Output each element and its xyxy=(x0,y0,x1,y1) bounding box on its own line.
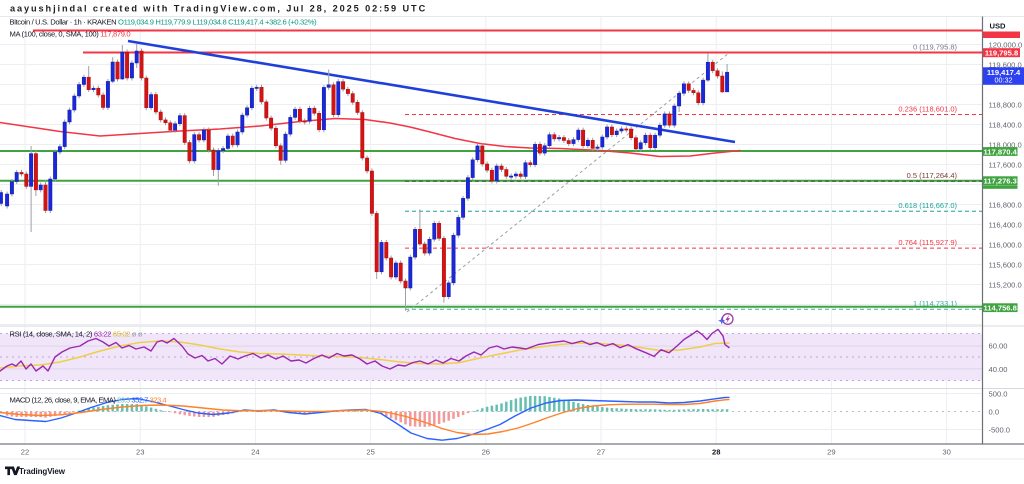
svg-text:-500.0: -500.0 xyxy=(989,425,1011,434)
svg-text:28: 28 xyxy=(712,448,720,457)
svg-text:Bitcoin / U.S. Dollar · 1h · K: Bitcoin / U.S. Dollar · 1h · KRAKEN O119… xyxy=(10,18,318,27)
svg-text:26: 26 xyxy=(482,448,490,457)
svg-text:115,600.0: 115,600.0 xyxy=(989,260,1022,269)
svg-text:114,756.8: 114,756.8 xyxy=(984,304,1017,313)
svg-text:23: 23 xyxy=(136,448,144,457)
svg-text:117,600.0: 117,600.0 xyxy=(989,160,1022,169)
svg-text:116,800.0: 116,800.0 xyxy=(989,200,1022,209)
svg-text:27: 27 xyxy=(597,448,605,457)
svg-text:118,400.0: 118,400.0 xyxy=(989,120,1022,129)
svg-text:120,000.0: 120,000.0 xyxy=(989,40,1023,49)
svg-text:MA (100, close, 0, SMA, 100) 1: MA (100, close, 0, SMA, 100) 117,879.0 xyxy=(10,30,131,39)
svg-text:0.236 (118,601.0): 0.236 (118,601.0) xyxy=(898,104,957,113)
svg-text:116,400.0: 116,400.0 xyxy=(989,220,1022,229)
svg-text:118,000.0: 118,000.0 xyxy=(989,140,1022,149)
svg-text:00:32: 00:32 xyxy=(995,76,1013,85)
svg-text:0.618 (116,667.0): 0.618 (116,667.0) xyxy=(898,201,957,210)
svg-text:118,800.0: 118,800.0 xyxy=(989,100,1022,109)
svg-text:MACD (12, 26, close, 9, EMA, E: MACD (12, 26, close, 9, EMA, EMA) 29.3 3… xyxy=(10,396,167,405)
svg-text:119,417.4: 119,417.4 xyxy=(987,68,1021,77)
svg-text:0.0: 0.0 xyxy=(989,407,1000,416)
svg-text:TradingView: TradingView xyxy=(19,467,66,476)
svg-text:116,000.0: 116,000.0 xyxy=(989,240,1022,249)
svg-text:30: 30 xyxy=(942,448,950,457)
svg-text:0.5 (117,264.4): 0.5 (117,264.4) xyxy=(907,171,958,180)
svg-text:117,276.3: 117,276.3 xyxy=(984,177,1017,186)
svg-text:aayushjindal created with Trad: aayushjindal created with TradingView.co… xyxy=(10,4,427,14)
svg-text:115,200.0: 115,200.0 xyxy=(989,280,1022,289)
svg-text:40.00: 40.00 xyxy=(989,365,1008,374)
svg-text:119,600.0: 119,600.0 xyxy=(989,60,1022,69)
svg-text:1 (114,733.1): 1 (114,733.1) xyxy=(913,299,958,308)
svg-text:24: 24 xyxy=(251,448,259,457)
svg-text:60.00: 60.00 xyxy=(989,342,1008,351)
svg-text:119,795.8: 119,795.8 xyxy=(985,49,1018,58)
svg-text:500.0: 500.0 xyxy=(989,389,1008,398)
svg-text:22: 22 xyxy=(21,448,29,457)
svg-text:29: 29 xyxy=(827,448,835,457)
svg-text:0.764 (115,927.9): 0.764 (115,927.9) xyxy=(898,238,957,247)
svg-text:RSI (14, close, SMA, 14, 2) 63: RSI (14, close, SMA, 14, 2) 63.22 65.02 … xyxy=(10,330,143,339)
svg-text:0 (119,795.8): 0 (119,795.8) xyxy=(913,42,958,51)
svg-text:117,870.4: 117,870.4 xyxy=(984,147,1018,156)
svg-text:USD: USD xyxy=(990,22,1007,31)
svg-text:25: 25 xyxy=(366,448,374,457)
